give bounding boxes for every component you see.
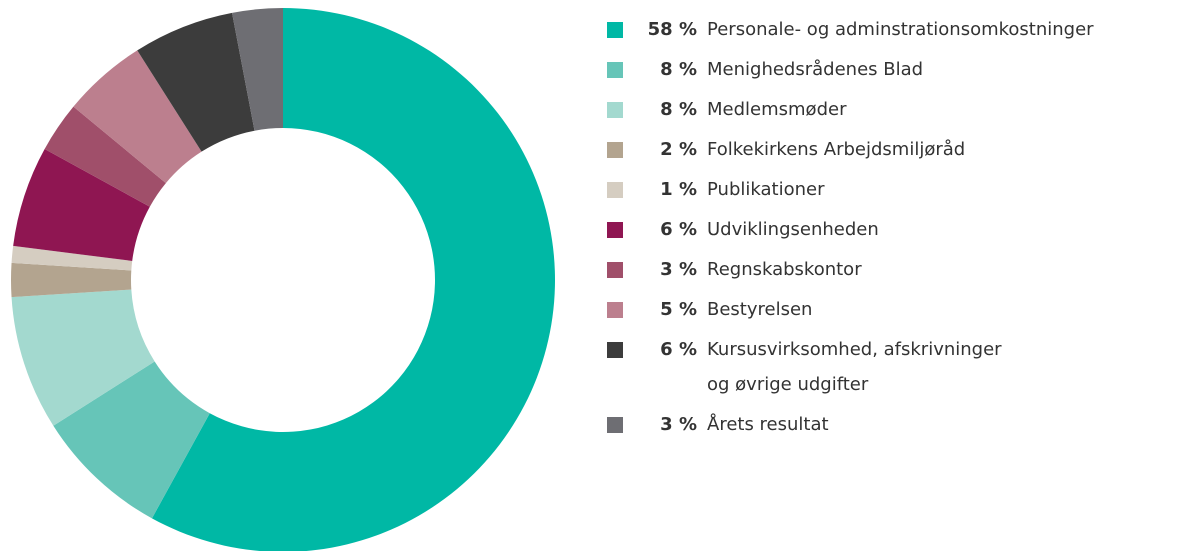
legend-item: 3 % Regnskabskontor xyxy=(607,252,1094,287)
legend-label: Årets resultat xyxy=(707,414,829,435)
legend-item: 2 % Folkekirkens Arbejdsmiljøråd xyxy=(607,132,1094,167)
legend-label: Udviklingsenheden xyxy=(707,219,879,240)
legend-label: Publikationer xyxy=(707,179,825,200)
legend-swatch xyxy=(607,222,623,238)
legend-value: 1 % xyxy=(660,179,697,200)
legend-label: Medlemsmøder xyxy=(707,99,847,120)
legend-swatch xyxy=(607,102,623,118)
donut-slice xyxy=(53,361,210,519)
donut-slice xyxy=(10,262,132,298)
legend-label: Folkekirkens Arbejdsmiljøråd xyxy=(707,139,966,160)
donut-slice xyxy=(11,245,133,271)
legend-swatch xyxy=(607,262,623,278)
legend-item: 5 % Bestyrelsen xyxy=(607,292,1094,327)
legend-item: 6 % Kursusvirksomhed, afskrivninger og øv… xyxy=(607,332,1094,402)
legend-item: 58 % Personale- og adminstrationsomkostni… xyxy=(607,12,1094,47)
legend-label: Bestyrelsen xyxy=(707,299,813,320)
legend-swatch xyxy=(607,302,623,318)
legend-label: Menighedsrådenes Blad xyxy=(707,59,924,80)
legend-item: 6 % Udviklingsenheden xyxy=(607,212,1094,247)
legend-label: Regnskabskontor xyxy=(707,259,862,280)
legend-value: 58 % xyxy=(647,19,697,40)
legend-item: 3 % Årets resultat xyxy=(607,407,1094,442)
legend-value: 6 % xyxy=(660,219,697,240)
chart xyxy=(10,8,555,551)
legend-swatch xyxy=(607,142,623,158)
donut-slice xyxy=(73,50,202,184)
legend-swatch xyxy=(607,182,623,198)
legend-swatch xyxy=(607,342,623,358)
legend-item: 8 % Medlemsmøder xyxy=(607,92,1094,127)
legend-item: 1 % Publikationer xyxy=(607,172,1094,207)
donut-slice xyxy=(151,8,555,551)
legend: 58 % Personale- og adminstrationsomkostni… xyxy=(607,12,1094,447)
donut-slice xyxy=(232,8,283,131)
legend-swatch xyxy=(607,22,623,38)
legend-item: 8 % Menighedsrådenes Blad xyxy=(607,52,1094,87)
donut-slice xyxy=(137,12,255,152)
legend-value: 2 % xyxy=(660,139,697,160)
legend-value: 8 % xyxy=(660,99,697,120)
legend-value: 8 % xyxy=(660,59,697,80)
legend-value: 3 % xyxy=(660,414,697,435)
legend-value: 5 % xyxy=(660,299,697,320)
legend-value: 3 % xyxy=(660,259,697,280)
legend-swatch xyxy=(607,417,623,433)
legend-value: 6 % xyxy=(660,339,697,360)
donut-slice xyxy=(11,289,155,426)
legend-swatch xyxy=(607,62,623,78)
legend-label: Kursusvirksomhed, afskrivninger og øvrig… xyxy=(707,339,1002,395)
legend-label: Personale- og adminstrationsomkostninger xyxy=(707,19,1094,40)
donut-slice xyxy=(13,148,150,261)
donut-slice xyxy=(44,106,166,207)
